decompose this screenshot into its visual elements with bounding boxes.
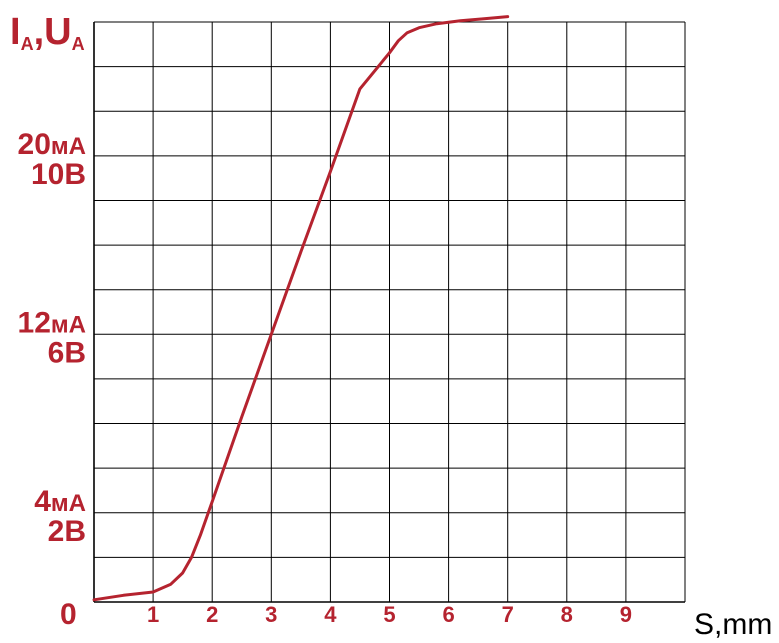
x-tick-labels: 1 2 3 4 5 6 7 8 9: [147, 602, 632, 627]
y-label-main: I: [10, 11, 21, 53]
x-tick-label: 8: [561, 602, 573, 627]
y-label-sub1: A: [21, 34, 34, 54]
y-tick-unit: мА: [51, 133, 86, 160]
y-tick-line2: 2В: [48, 515, 86, 548]
chart-grid: [93, 21, 686, 603]
x-tick-label: 6: [442, 602, 454, 627]
y-label-sep: ,U: [34, 11, 72, 53]
x-tick-label: 4: [324, 602, 337, 627]
y-tick-number: 12: [18, 306, 51, 339]
y-tick-line1: 12мА: [18, 306, 86, 339]
x-tick-label: 3: [265, 602, 277, 627]
y-tick-number: 20: [18, 128, 51, 161]
y-tick-line1: 20мА: [18, 128, 86, 161]
x-axis-label: S,mm: [694, 608, 772, 641]
y-tick-line1: 4мА: [34, 485, 86, 518]
series-line: [92, 15, 510, 602]
x-tick-label: 5: [383, 602, 395, 627]
y-tick-line2: 10В: [31, 158, 86, 191]
x-tick-label: 7: [502, 602, 514, 627]
y-tick-unit: мА: [51, 311, 86, 338]
x-tick-label: 2: [206, 602, 218, 627]
y-tick-number: 4: [34, 485, 51, 518]
x-tick-label: 1: [147, 602, 159, 627]
y-tick-unit: мА: [51, 490, 86, 517]
origin-label: 0: [60, 598, 77, 631]
x-tick-label: 9: [620, 602, 632, 627]
y-tick-line2: 6В: [48, 336, 86, 369]
y-axis-label: IA,UA: [10, 11, 85, 54]
plot-area: [92, 15, 510, 602]
y-label-sub2: A: [72, 34, 85, 54]
